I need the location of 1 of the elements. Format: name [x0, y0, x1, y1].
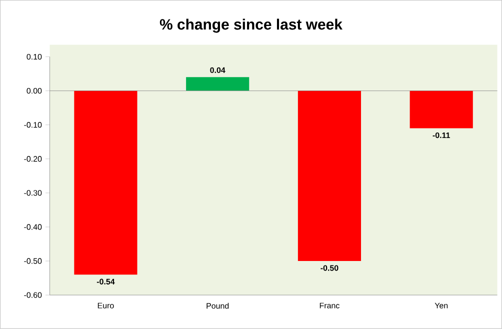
chart-title: % change since last week [160, 18, 342, 33]
